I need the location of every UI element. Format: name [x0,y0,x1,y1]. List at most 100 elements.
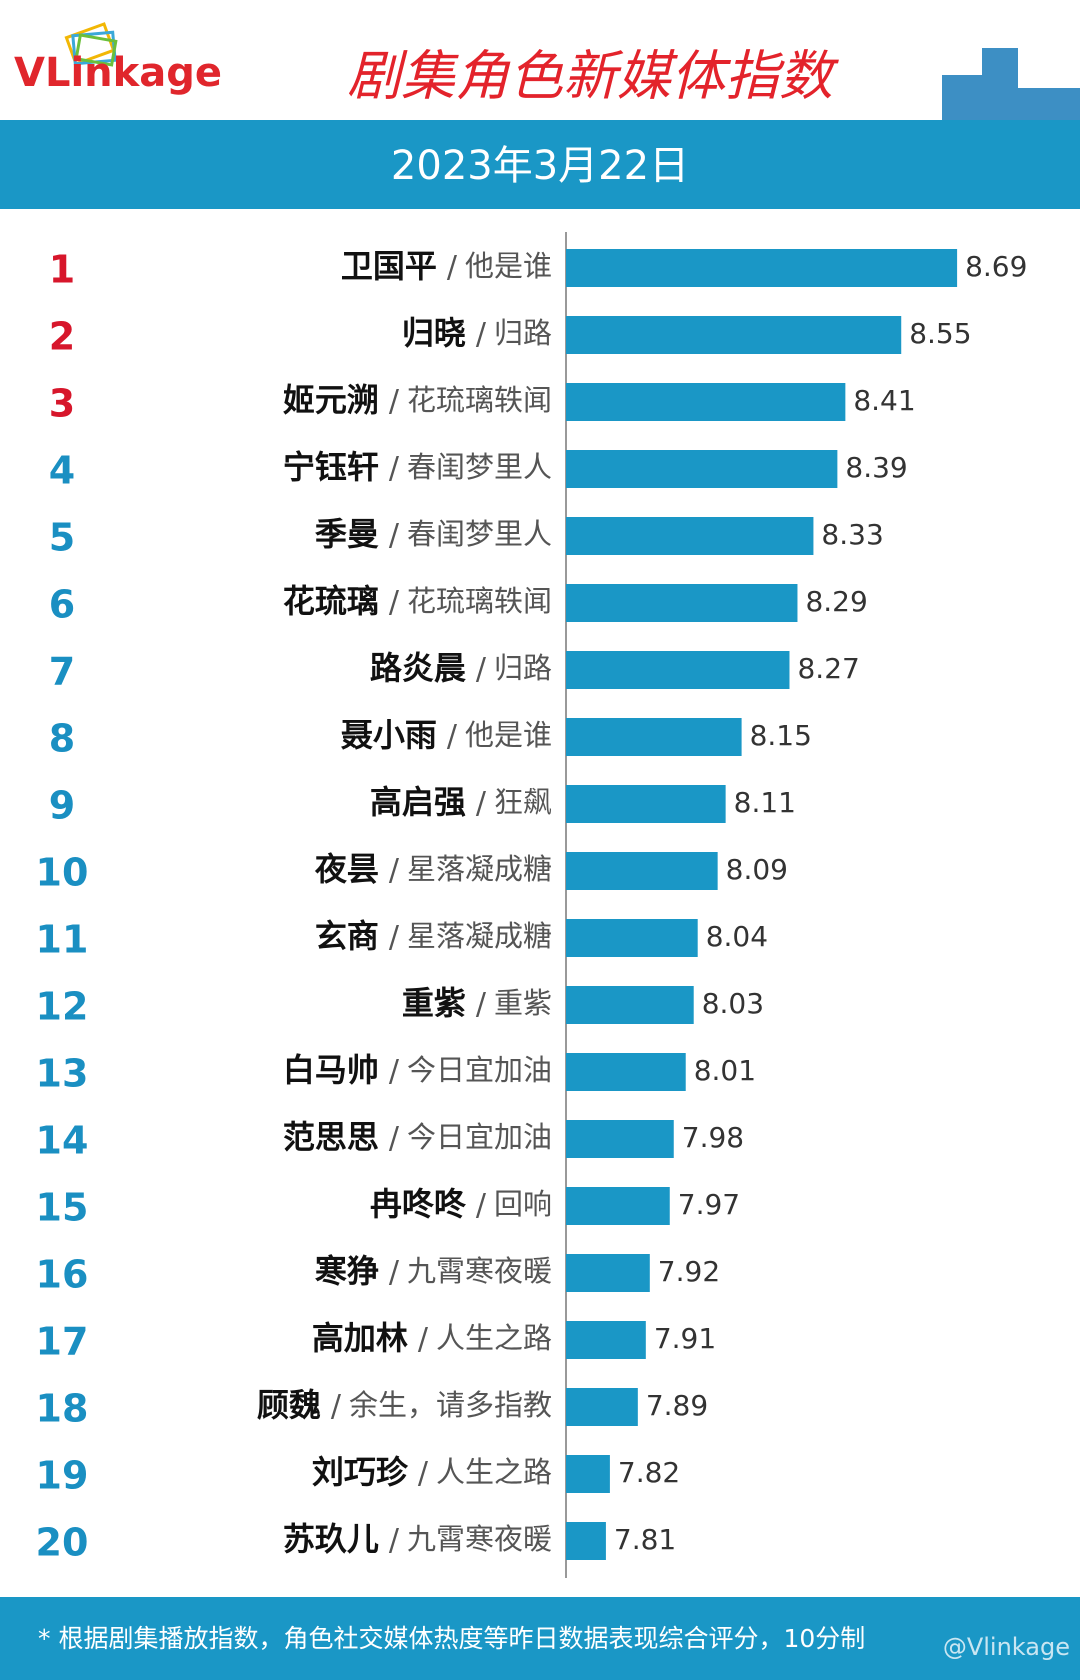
footnote: * 根据剧集播放指数，角色社交媒体热度等昨日数据表现综合评分，10分制 [38,1624,865,1653]
rank: 14 [36,1119,89,1163]
drama-name: 星落凝成糖 [407,852,552,886]
bar [566,986,694,1024]
row-label: 季曼 / 春闺梦里人 [315,515,552,553]
value-label: 8.41 [853,384,915,417]
bar [566,584,798,622]
bar [566,919,698,957]
rank: 7 [49,650,75,694]
drama-name: 今日宜加油 [407,1053,552,1087]
separator: / [389,384,400,419]
drama-name: 今日宜加油 [407,1120,552,1154]
row-label: 卫国平 / 他是谁 [341,247,552,285]
drama-name: 人生之路 [436,1455,552,1489]
drama-name: 归路 [494,316,552,350]
bar [566,450,838,488]
rank: 10 [36,851,89,895]
character-name: 高启强 [370,783,466,821]
rank: 9 [49,784,75,828]
bar [566,316,902,354]
row-label: 范思思 / 今日宜加油 [283,1118,552,1156]
value-label: 8.04 [706,920,768,953]
drama-name: 星落凝成糖 [407,919,552,953]
bar [566,852,718,890]
separator: / [476,317,487,352]
separator: / [389,920,400,955]
drama-name: 重紫 [494,986,552,1020]
rank: 4 [49,449,75,493]
rank: 3 [49,382,75,426]
date-band [0,120,1080,209]
rank: 12 [36,985,89,1029]
rank: 5 [49,516,75,560]
drama-name: 他是谁 [465,718,552,752]
character-name: 高加林 [312,1319,408,1357]
character-name: 寒狰 [315,1252,379,1290]
row-label: 归晓 / 归路 [402,314,552,352]
row-label: 夜昙 / 星落凝成糖 [314,850,552,888]
value-label: 7.89 [646,1389,708,1422]
value-label: 7.81 [614,1523,676,1556]
value-label: 8.11 [734,786,796,819]
rank: 13 [36,1052,89,1096]
bar [566,1522,606,1560]
bar [566,1187,670,1225]
separator: / [418,1322,429,1357]
separator: / [476,786,487,821]
date: 2023年3月22日 [391,143,689,189]
rank: 19 [36,1454,89,1498]
separator: / [389,518,400,553]
row-label: 高启强 / 狂飙 [370,783,552,821]
bar [566,1254,650,1292]
separator: / [447,250,458,285]
character-name: 宁钰轩 [283,448,379,486]
character-name: 刘巧珍 [312,1453,409,1491]
chart-title: 剧集角色新媒体指数 [347,45,839,108]
separator: / [476,987,487,1022]
drama-name: 春闺梦里人 [407,517,552,551]
separator: / [389,853,400,888]
character-name: 玄商 [315,917,379,955]
value-label: 8.09 [726,853,788,886]
separator: / [389,1255,400,1290]
separator: / [331,1389,342,1424]
rank: 2 [49,315,75,359]
character-name: 冉咚咚 [370,1185,467,1223]
value-label: 7.92 [658,1255,720,1288]
row-label: 玄商 / 星落凝成糖 [315,917,552,955]
character-name: 花琉璃 [283,582,379,620]
value-label: 8.27 [797,652,859,685]
logo-text: VLinkage [14,50,222,96]
rank: 11 [36,918,89,962]
bar [566,785,726,823]
row-label: 寒狰 / 九霄寒夜暖 [315,1252,552,1290]
character-name: 路炎晨 [370,649,466,687]
value-label: 7.97 [678,1188,740,1221]
separator: / [389,1054,400,1089]
value-label: 8.29 [805,585,867,618]
drama-name: 人生之路 [436,1321,552,1355]
drama-name: 回响 [494,1187,552,1221]
separator: / [389,1523,400,1558]
drama-name: 归路 [494,651,552,685]
separator: / [389,585,400,620]
value-label: 8.33 [821,518,883,551]
bar [566,383,846,421]
value-label: 8.39 [845,451,907,484]
character-name: 聂小雨 [341,716,437,754]
separator: / [418,1456,429,1491]
drama-name: 他是谁 [465,249,552,283]
bar [566,1120,674,1158]
podium-icon [942,48,1080,120]
separator: / [389,451,400,486]
row-label: 刘巧珍 / 人生之路 [312,1453,552,1491]
row-label: 宁钰轩 / 春闺梦里人 [283,448,552,486]
rank: 6 [49,583,75,627]
drama-name: 九霄寒夜暖 [407,1254,552,1288]
character-name: 重紫 [402,984,466,1022]
logo-icon [64,22,118,67]
drama-name: 春闺梦里人 [407,450,552,484]
value-label: 7.98 [682,1121,744,1154]
bar [566,1053,686,1091]
character-name: 夜昙 [314,850,379,888]
value-label: 8.01 [694,1054,756,1087]
